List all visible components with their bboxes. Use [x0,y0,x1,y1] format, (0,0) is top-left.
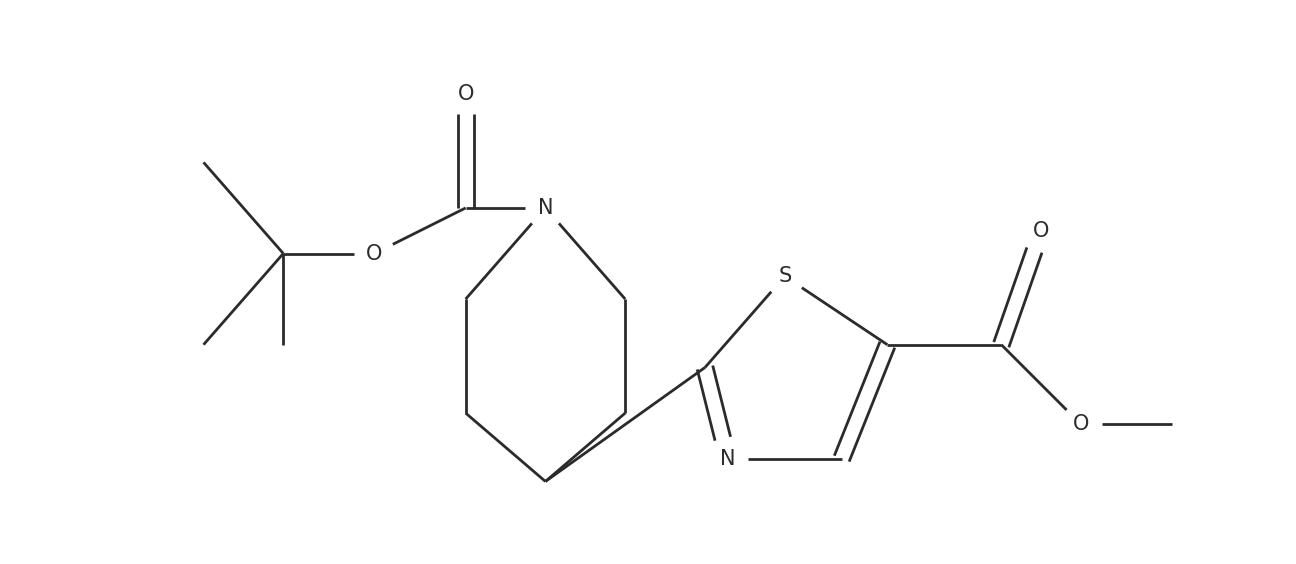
Text: O: O [1033,221,1050,241]
Text: O: O [1073,415,1089,434]
Text: N: N [721,448,736,469]
Text: S: S [778,266,792,287]
Text: O: O [457,84,474,104]
Text: O: O [367,244,382,263]
Text: N: N [538,198,553,218]
